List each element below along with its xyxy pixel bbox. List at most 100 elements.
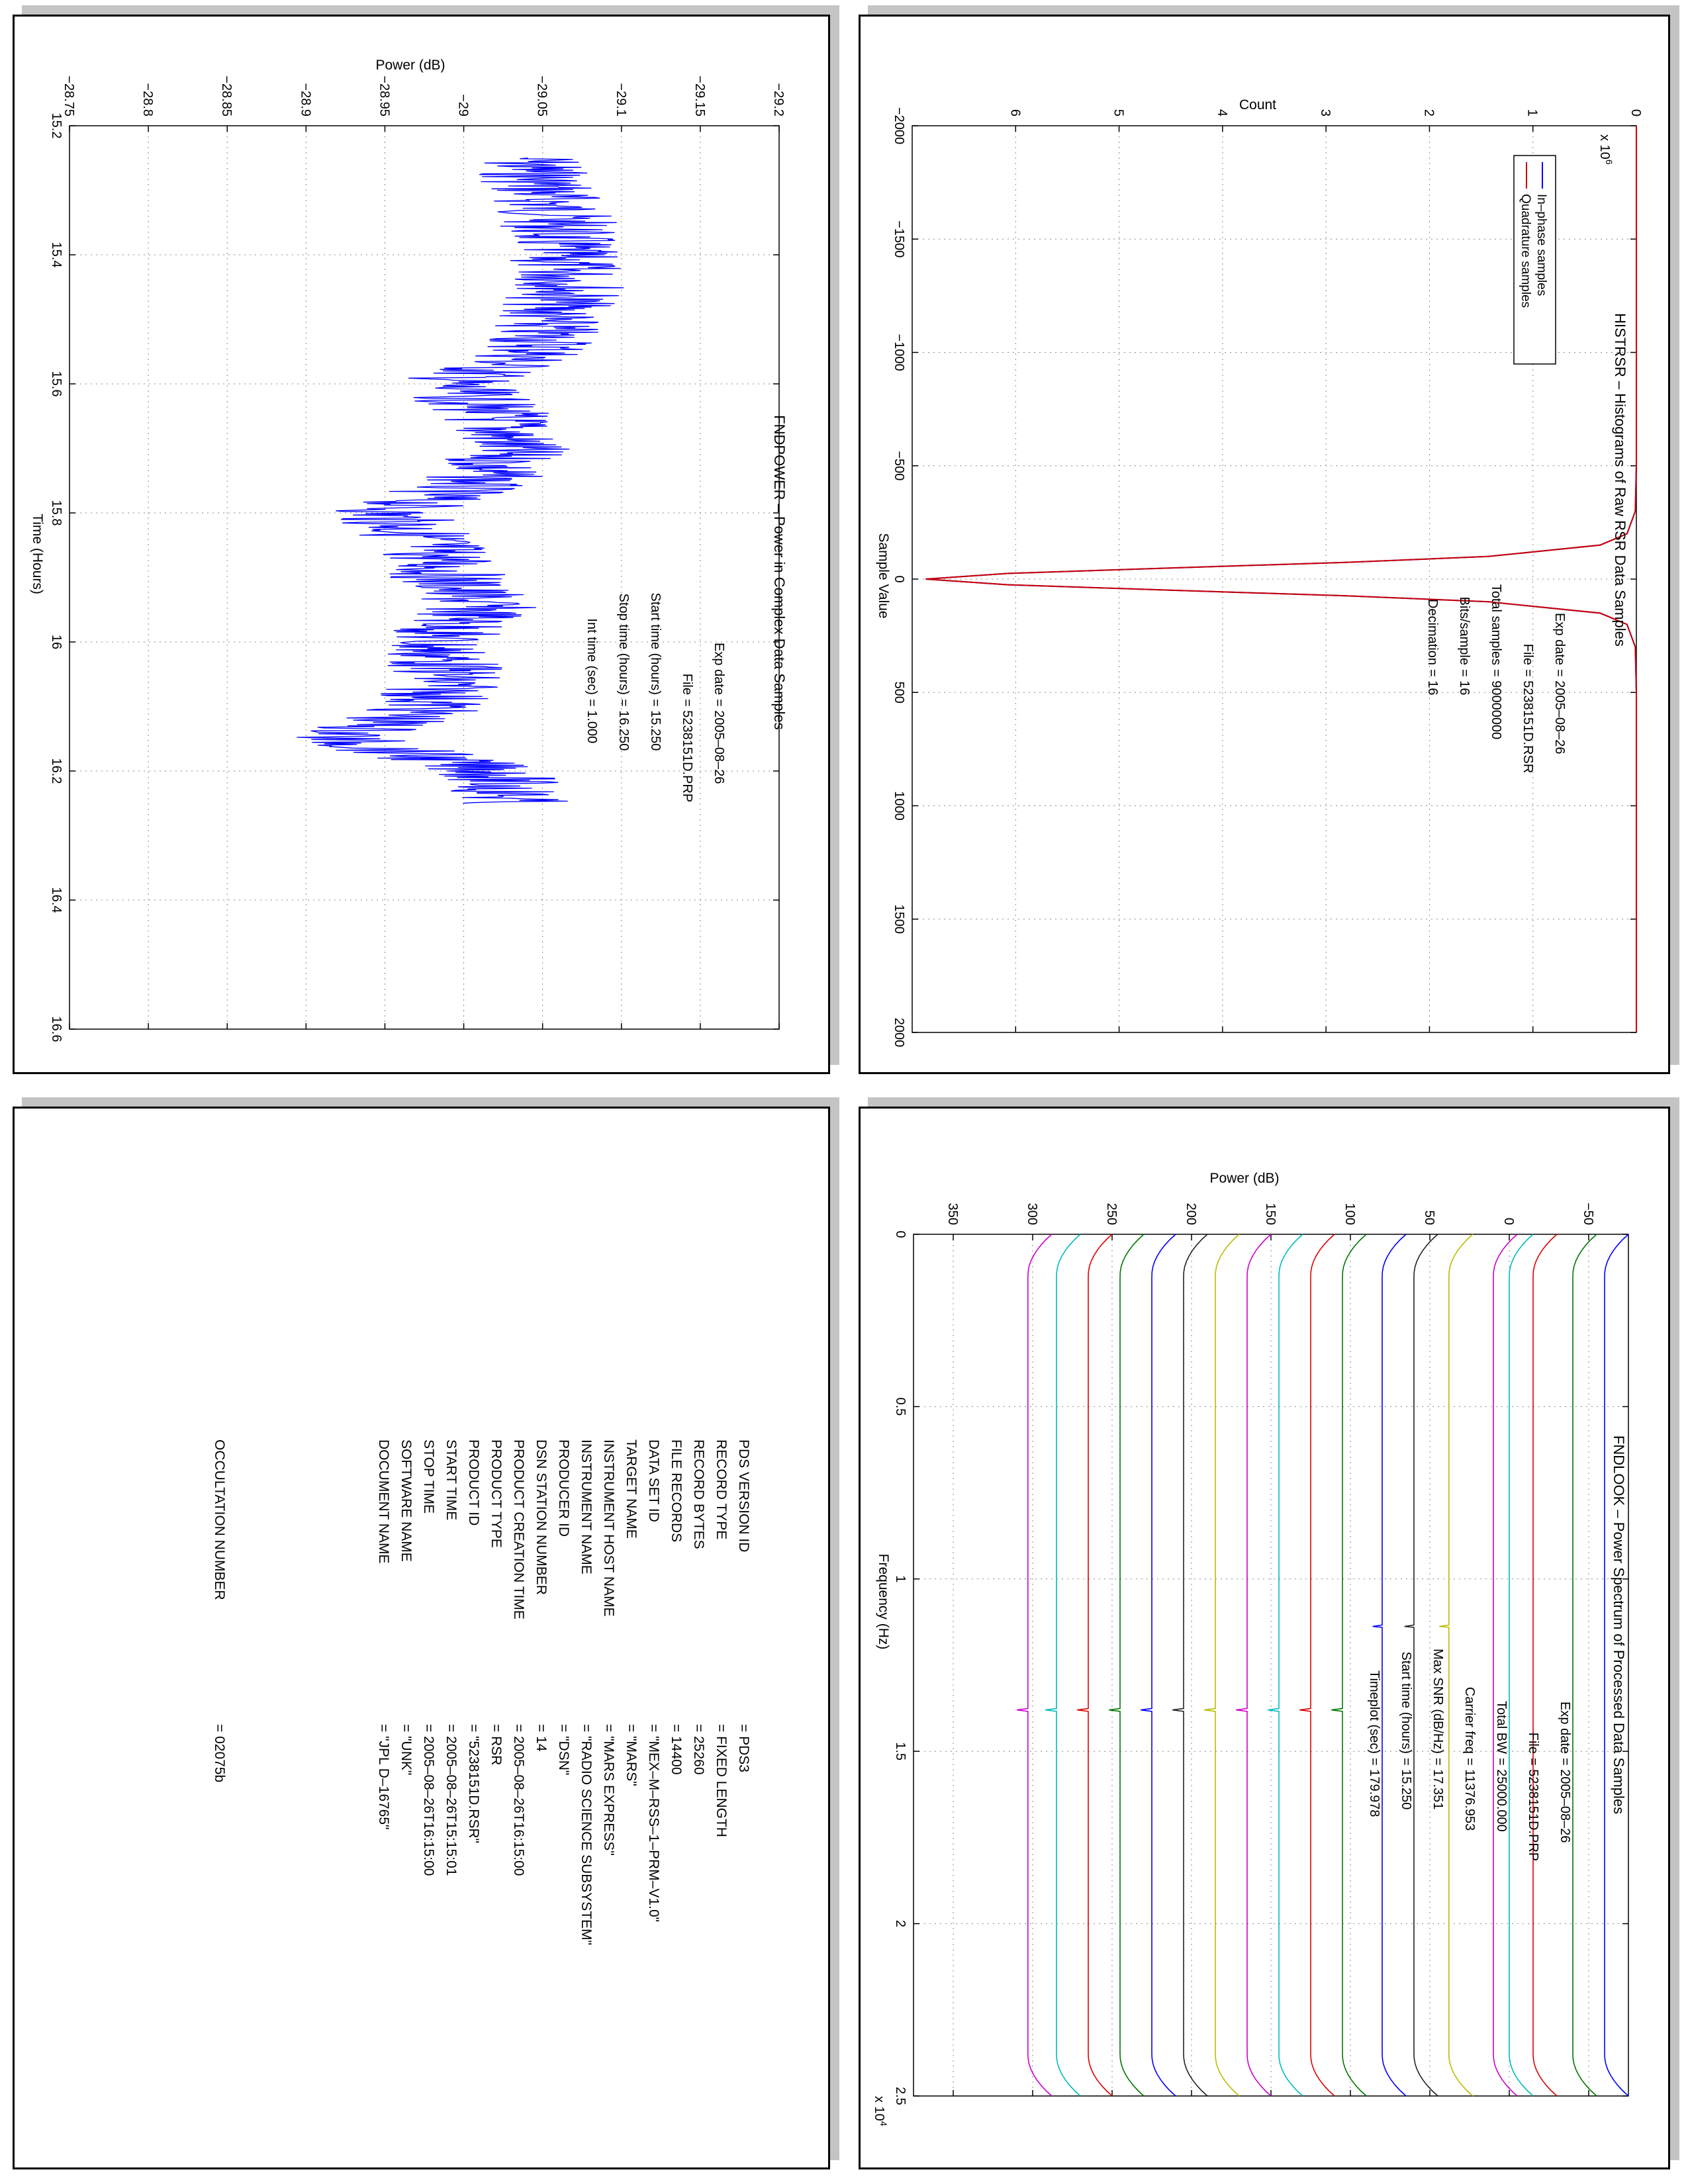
label-value: = "MARS EXPRESS" [601,1724,616,1856]
label-key: START TIME [444,1439,459,1520]
x-tick-label: 16.2 [49,758,64,784]
label-key: SOFTWARE NAME [399,1439,414,1562]
label-value: = PDS3 [736,1724,751,1772]
power-trace [297,158,624,804]
spectrum-line-8 [1331,1234,1367,2097]
info-label: Carrier freq [1462,1687,1477,1754]
label-value: = 02075b [212,1724,227,1782]
x-axis-label: Time (Hours) [30,514,45,594]
y-tick-label: −29.1 [614,83,628,116]
x-tick-label: −500 [892,451,906,480]
x-multiplier: x 104 [872,2096,889,2126]
label-key: RECORD TYPE [714,1439,729,1539]
x-tick-label: −2000 [892,107,906,144]
y-tick-label: −29 [456,94,471,116]
info-label: Exp date [712,643,726,695]
spectrum-line-13 [1172,1234,1208,2097]
y-tick-label: −50 [1581,1203,1595,1225]
spectrum-line-3 [1509,1234,1534,2097]
spectrum-line-15 [1109,1234,1145,2097]
label-value: = 25260 [691,1724,706,1775]
legend-label-quadrature: Quadrature samples [1519,194,1532,308]
spectrum-line-4 [1493,1234,1518,2097]
y-tick-label: −29.05 [535,75,549,116]
info-value: = 17.351 [1430,1758,1445,1809]
spectrum-line-9 [1299,1234,1335,2097]
y-tick-label: −29.15 [692,75,707,116]
info-value: = 15.250 [648,699,663,751]
label-row: OCCULTATION NUMBER = 02075b [212,1439,227,1782]
label-value: = 2005–08–26T16:15:00 [421,1724,436,1876]
y-tick-label: 2 [1421,109,1436,116]
y-tick-label: 5 [1111,109,1126,116]
y-tick-label: 3 [1318,109,1333,116]
histogram-ticks: −2000 −1500 −1000 −500 0 500 1000 1500 2000 0 1 2 3 4… [892,107,1643,1047]
info-label: Int time (sec) [585,618,599,695]
info-label: Decimation [1425,599,1440,665]
y-axis-label: Power (dB) [375,58,445,73]
y-tick-label: 300 [1025,1203,1039,1225]
histogram-chart: −2000 −1500 −1000 −500 0 500 1000 1500 2000 0 1 2 3 4… [876,97,1643,1047]
x-tick-label: 15.2 [49,113,64,139]
x-tick-label: 1 [893,1575,908,1582]
info-value: = 2005–08–26 [1552,669,1567,754]
spectrum-line-7 [1372,1234,1407,2097]
spectrum-line-6 [1404,1234,1438,2097]
x-tick-label: 16.4 [49,887,64,913]
x-tick-label: 1500 [892,905,906,934]
power-panel: 15.2 15.4 15.6 15.8 16 16.2 16.4 16.6 −29.2 −29.1… [13,15,830,1074]
label-row: PRODUCT CREATION TIME = 2005–08–26T16:15… [511,1439,526,1876]
label-key: DATA SET ID [646,1439,661,1522]
info-value: = 11376.953 [1462,1758,1477,1831]
series-line-quadrature [925,126,1637,1032]
spectrum-line-18 [1016,1234,1053,2097]
info-value: = 5238151D.PRP [680,699,694,802]
label-key: PRODUCER ID [556,1439,571,1537]
plot-frame [69,125,780,1030]
label-row: RECORD TYPE = FIXED LENGTH [714,1439,729,1837]
label-key: PRODUCT ID [466,1439,481,1525]
x-tick-label: 0.5 [893,1397,908,1416]
label-value: = "5238151D.RSR" [466,1724,481,1843]
x-tick-label: 16.6 [49,1017,64,1042]
info-label: Stop time (hours) [616,594,631,695]
x-tick-label: 15.6 [49,371,64,397]
info-value: = 5238151D.PRP [1526,1758,1540,1861]
label-row: DATA SET ID = "MEX–M–RSS–1–PRM–V1.0" [646,1439,661,1922]
y-tick-label: −28.85 [219,75,234,116]
x-tick-label: 0 [893,1230,908,1238]
info-label: File [680,674,694,695]
info-value: = 90000000 [1489,669,1503,739]
x-tick-label: −1500 [892,220,906,257]
info-block: Exp date = 2005–08–26 File = 5238151D.PR… [585,593,726,803]
info-label: Total BW [1494,1701,1509,1754]
y-tick-label: 50 [1422,1210,1436,1225]
x-tick-label: 500 [892,682,906,704]
x-axis-label: Frequency (Hz) [876,1554,891,1650]
x-tick-label: 2.5 [893,2087,908,2105]
y-tick-label: 150 [1263,1203,1278,1225]
info-label: Exp date [1558,1702,1572,1754]
label-value: = 14400 [669,1724,684,1775]
spectrum-line-11 [1236,1234,1272,2097]
label-row: DOCUMENT NAME = "JPL D–16765" [376,1439,391,1830]
label-key: TARGET NAME [624,1439,639,1539]
y-tick-label: 0 [1628,109,1643,116]
info-label: Start time (hours) [648,593,663,695]
info-label: File [1526,1733,1540,1754]
histogram-panel: −2000 −1500 −1000 −500 0 500 1000 1500 2000 0 1 2 3 4… [859,15,1670,1074]
label-value: = "MEX–M–RSS–1–PRM–V1.0" [646,1724,661,1922]
label-row: PDS VERSION ID = PDS3 [736,1439,751,1772]
y-tick-label: 0 [1501,1218,1516,1225]
info-label: File [1521,644,1535,665]
x-tick-label: 15.4 [49,242,64,268]
pds-label-table: PDS VERSION ID = PDS3 RECORD TYPE = FIXE… [212,1439,751,1945]
spectrum-line-1 [1572,1234,1597,2097]
x-tick-label: 0 [892,575,906,582]
legend: In–phase samples Quadrature samples [1513,155,1556,365]
spectrum-panel: 0 0.5 1 1.5 2 2.5 −50 0 50 100 150 200 250 300 350 FND… [859,1107,1670,2169]
info-label: Bits/sample [1457,597,1472,665]
info-value: = 16.250 [616,699,631,751]
label-value: = "UNK" [399,1724,414,1775]
label-value: = FIXED LENGTH [714,1724,729,1837]
